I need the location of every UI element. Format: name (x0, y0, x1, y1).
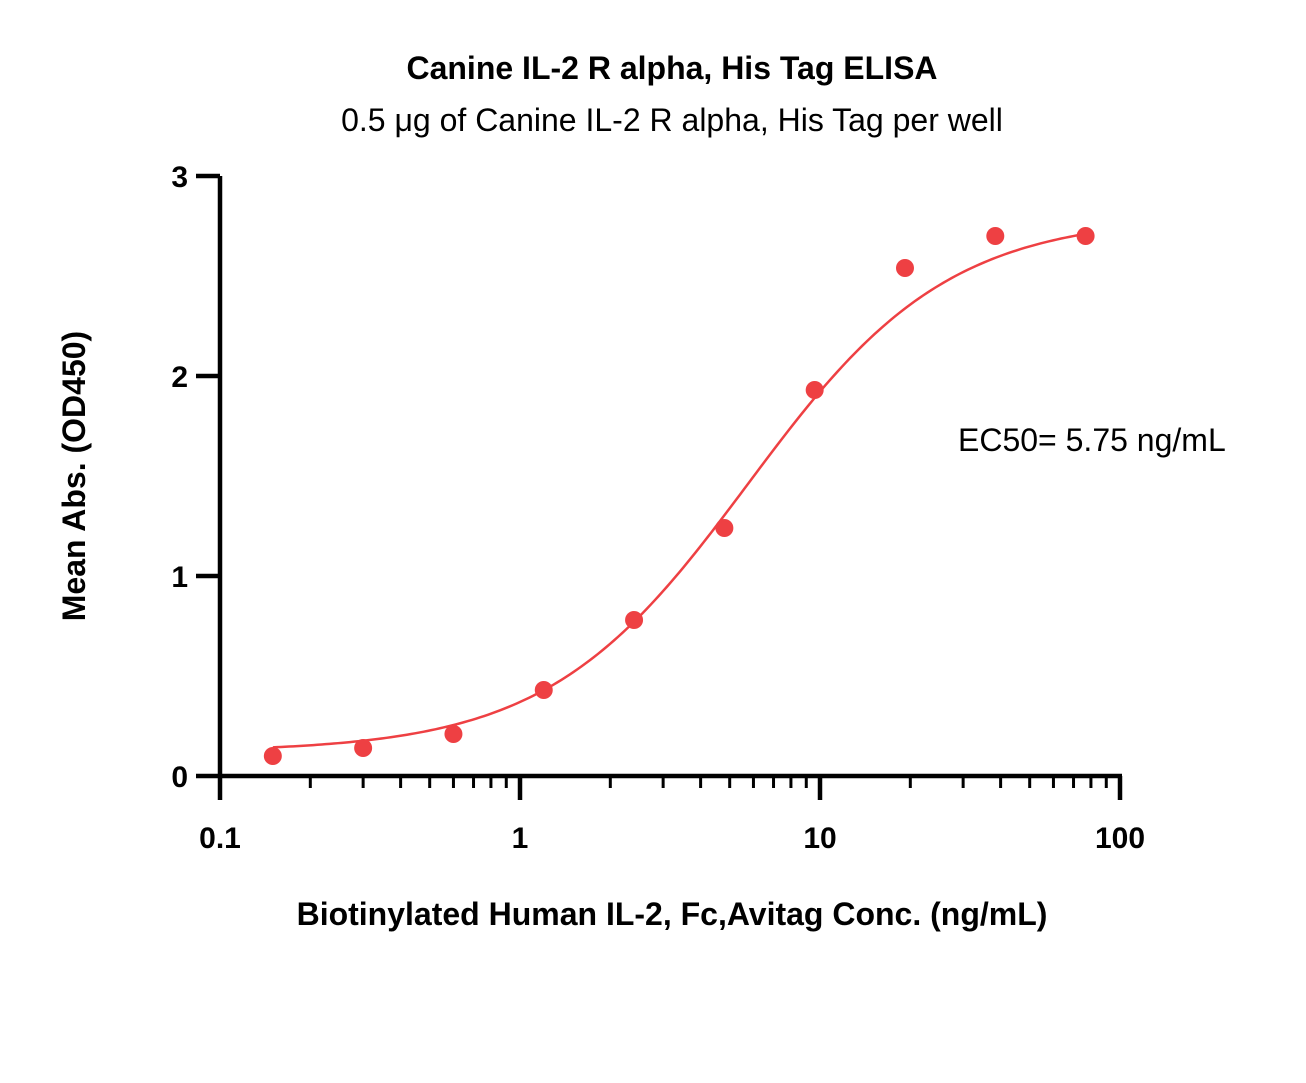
data-point (1076, 227, 1095, 245)
data-point (715, 519, 734, 537)
data-point (534, 681, 553, 699)
fit-curve (272, 232, 1086, 749)
data-point (625, 611, 644, 629)
x-tick-label: 10 (803, 822, 836, 855)
data-point (263, 747, 282, 765)
ec50-annotation: EC50= 5.75 ng/mL (958, 422, 1226, 458)
chart-subtitle: 0.5 μg of Canine IL-2 R alpha, His Tag p… (341, 102, 1003, 138)
y-axis-label: Mean Abs. (OD450) (56, 331, 92, 621)
x-tick-label: 100 (1095, 822, 1145, 855)
x-axis-label: Biotinylated Human IL-2, Fc,Avitag Conc.… (297, 896, 1048, 932)
data-point (444, 725, 463, 743)
data-point (986, 227, 1005, 245)
x-tick-label: 1 (512, 822, 529, 855)
ticks: 0 1 2 3 0.1 1 10 100 (171, 161, 1145, 855)
y-tick-label: 1 (171, 561, 188, 594)
y-tick-label: 2 (171, 361, 188, 394)
y-tick-label: 3 (171, 161, 188, 194)
data-point (354, 739, 373, 757)
chart-title: Canine IL-2 R alpha, His Tag ELISA (406, 50, 937, 86)
data-points-layer (263, 227, 1095, 765)
data-point (805, 381, 824, 399)
x-tick-label: 0.1 (199, 822, 241, 855)
fit-curve-layer (272, 232, 1086, 749)
data-point (895, 259, 914, 277)
y-tick-label: 0 (171, 761, 188, 794)
axes (217, 176, 1122, 779)
